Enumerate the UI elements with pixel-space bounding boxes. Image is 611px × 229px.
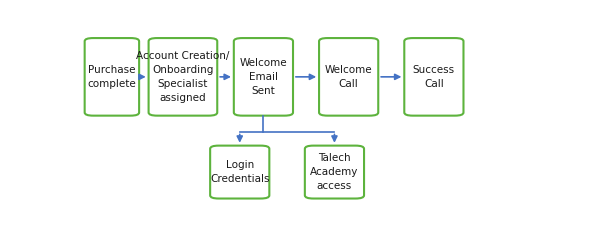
Text: Login
Credentials: Login Credentials: [210, 160, 269, 184]
Text: Talech
Academy
access: Talech Academy access: [310, 153, 359, 191]
Text: Welcome
Call: Welcome Call: [325, 65, 373, 89]
FancyBboxPatch shape: [85, 38, 139, 116]
FancyBboxPatch shape: [234, 38, 293, 116]
Text: Welcome
Email
Sent: Welcome Email Sent: [240, 58, 287, 96]
FancyBboxPatch shape: [404, 38, 464, 116]
FancyBboxPatch shape: [148, 38, 218, 116]
Text: Purchase
complete: Purchase complete: [87, 65, 136, 89]
FancyBboxPatch shape: [305, 146, 364, 199]
Text: Account Creation/
Onboarding
Specialist
assigned: Account Creation/ Onboarding Specialist …: [136, 51, 230, 103]
Text: Success
Call: Success Call: [413, 65, 455, 89]
FancyBboxPatch shape: [319, 38, 378, 116]
FancyBboxPatch shape: [210, 146, 269, 199]
